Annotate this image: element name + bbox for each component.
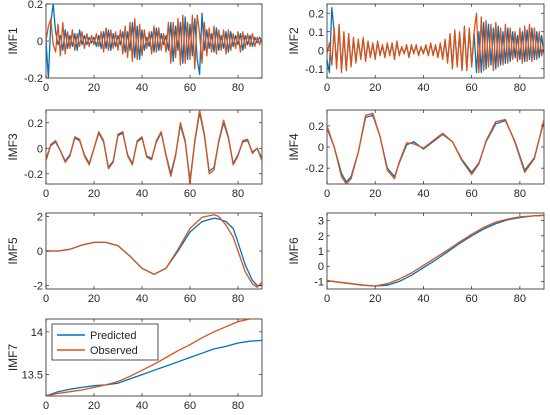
- x-tick-label: 80: [514, 293, 526, 305]
- x-tick-label: 40: [136, 400, 148, 412]
- y-tick-label: 0.2: [309, 121, 324, 133]
- legend-label: Observed: [90, 345, 138, 357]
- x-tick-label: 40: [136, 188, 148, 200]
- x-tick-label: 0: [324, 293, 330, 305]
- x-tick-label: 80: [232, 293, 244, 305]
- y-axis-label: IMF6: [287, 237, 301, 265]
- x-tick-label: 60: [466, 188, 478, 200]
- y-tick-label: -0.1: [305, 64, 324, 76]
- x-tick-label: 60: [184, 400, 196, 412]
- x-tick-label: 20: [88, 82, 100, 94]
- y-axis-label: IMF7: [6, 344, 20, 372]
- x-tick-label: 40: [136, 293, 148, 305]
- y-axis-label: IMF2: [287, 27, 301, 55]
- y-tick-label: 2: [37, 211, 43, 223]
- x-tick-label: 80: [232, 82, 244, 94]
- y-tick-label: 1: [318, 246, 324, 258]
- y-tick-label: -2: [33, 281, 43, 293]
- series-line-observed: [327, 12, 544, 74]
- y-axis-label: IMF3: [6, 133, 20, 161]
- x-tick-label: 0: [43, 82, 49, 94]
- y-tick-label: 0: [37, 246, 43, 258]
- x-tick-label: 20: [88, 293, 100, 305]
- series-line-observed: [327, 214, 544, 287]
- y-tick-label: 14: [31, 327, 43, 339]
- y-tick-label: 0.2: [28, 0, 43, 11]
- series-line-observed: [46, 319, 262, 396]
- y-tick-label: 0.1: [309, 27, 324, 39]
- x-tick-label: 0: [43, 188, 49, 200]
- x-tick-label: 60: [184, 82, 196, 94]
- series-line-observed: [46, 14, 262, 70]
- y-tick-label: 13.5: [22, 370, 43, 382]
- y-tick-label: 3: [318, 216, 324, 228]
- x-tick-label: 20: [369, 188, 381, 200]
- axes-frame: [326, 109, 545, 185]
- x-tick-label: 60: [466, 82, 478, 94]
- x-tick-label: 0: [324, 82, 330, 94]
- y-tick-label: 0.2: [309, 8, 324, 20]
- y-axis-label: IMF5: [6, 237, 20, 265]
- x-tick-label: 20: [88, 188, 100, 200]
- y-tick-label: -0.2: [24, 73, 43, 85]
- series-line-observed: [46, 110, 262, 184]
- x-tick-label: 80: [232, 400, 244, 412]
- y-tick-label: 0: [318, 45, 324, 57]
- y-tick-label: 0: [318, 142, 324, 154]
- series-line-predicted: [46, 339, 262, 396]
- legend-box: [51, 323, 159, 361]
- y-tick-label: 0: [318, 261, 324, 273]
- y-tick-label: 0: [37, 36, 43, 48]
- x-tick-label: 80: [514, 188, 526, 200]
- y-tick-label: 0.2: [28, 118, 43, 130]
- legend: Predicted Observed: [51, 323, 159, 361]
- y-axis-label: IMF4: [287, 133, 301, 161]
- x-tick-label: 80: [514, 82, 526, 94]
- x-tick-label: 60: [184, 188, 196, 200]
- axes-frame: [326, 212, 545, 290]
- x-tick-label: 20: [88, 400, 100, 412]
- x-tick-label: 40: [417, 188, 429, 200]
- x-tick-label: 80: [232, 188, 244, 200]
- y-tick-label: -0.2: [24, 169, 43, 181]
- legend-label: Predicted: [90, 330, 136, 342]
- x-tick-label: 40: [417, 82, 429, 94]
- x-tick-label: 40: [136, 82, 148, 94]
- y-axis-label: IMF1: [6, 27, 20, 55]
- x-tick-label: 0: [324, 188, 330, 200]
- series-line-observed: [327, 112, 544, 184]
- series-line-observed: [46, 214, 262, 288]
- x-tick-label: 20: [369, 82, 381, 94]
- panel-4: 0 20 40 60 80 -0.2 0 0.2 IMF4: [287, 109, 545, 200]
- y-tick-label: -0.2: [305, 163, 324, 175]
- y-tick-label: 0: [37, 143, 43, 155]
- x-tick-label: 20: [369, 293, 381, 305]
- y-tick-label: -1: [314, 276, 324, 288]
- x-tick-label: 60: [184, 293, 196, 305]
- series-line-predicted: [46, 4, 262, 78]
- x-tick-label: 0: [43, 400, 49, 412]
- x-tick-label: 60: [466, 293, 478, 305]
- x-tick-label: 40: [417, 293, 429, 305]
- y-tick-label: 2: [318, 231, 324, 243]
- x-tick-label: 0: [43, 293, 49, 305]
